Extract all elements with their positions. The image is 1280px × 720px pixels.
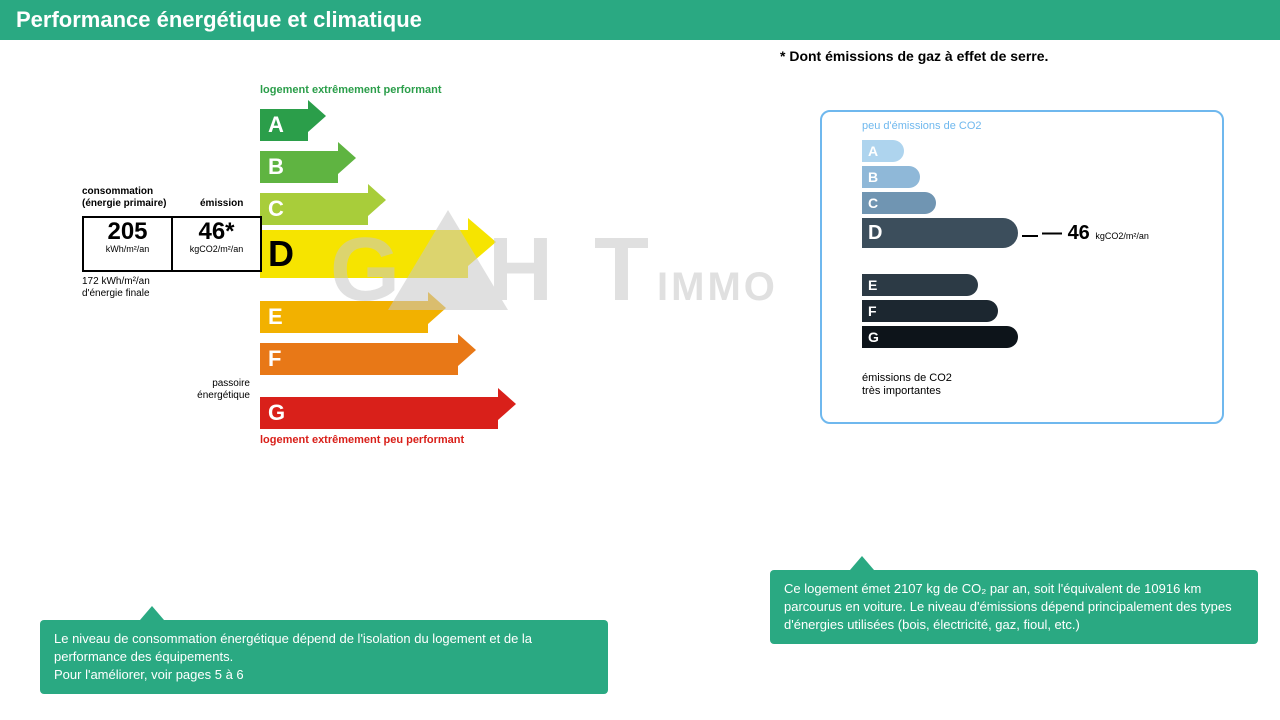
dpe-passoire-label: passoire énergétique bbox=[180, 378, 250, 402]
dpe-value-box: 205kWh/m²/an 46*kgCO2/m²/an bbox=[82, 216, 262, 272]
ges-indicator-line bbox=[1022, 235, 1038, 237]
dpe-row-c: C bbox=[260, 184, 386, 216]
emis-value: 46* bbox=[173, 220, 260, 244]
emis-label: émission bbox=[200, 198, 243, 209]
subtitle-ges: * Dont émissions de gaz à effet de serre… bbox=[780, 48, 1048, 64]
dpe-row-d-active: D bbox=[260, 218, 496, 250]
ges-row-e: E bbox=[862, 274, 978, 296]
energie-finale: 172 kWh/m²/an d'énergie finale bbox=[82, 276, 150, 300]
title-bar: Performance énergétique et climatique bbox=[0, 0, 1280, 40]
callout-arrow-icon bbox=[850, 556, 874, 570]
conso-value: 205 bbox=[84, 220, 171, 244]
dpe-row-b: B bbox=[260, 142, 356, 174]
dpe-row-a: A bbox=[260, 100, 326, 132]
callout-consumption: Le niveau de consommation énergétique dé… bbox=[40, 620, 608, 694]
ges-row-c: C bbox=[862, 192, 936, 214]
conso-label: consommation (énergie primaire) bbox=[82, 186, 166, 210]
ges-row-g: G bbox=[862, 326, 1018, 348]
dpe-top-label: logement extrêmement performant bbox=[260, 84, 442, 96]
ges-chart: peu d'émissions de CO2 A B C D E F G — 4… bbox=[820, 110, 1224, 424]
conso-unit: kWh/m²/an bbox=[84, 244, 171, 254]
ges-row-a: A bbox=[862, 140, 904, 162]
ges-value: — 46 kgCO2/m²/an bbox=[1042, 222, 1149, 245]
dpe-row-e: E bbox=[260, 292, 446, 324]
ges-row-f: F bbox=[862, 300, 998, 322]
ges-bottom-label: émissions de CO2 très importantes bbox=[862, 372, 952, 398]
emis-unit: kgCO2/m²/an bbox=[173, 244, 260, 254]
dpe-row-f: F bbox=[260, 334, 476, 366]
ges-row-d-active: D bbox=[862, 218, 1018, 248]
callout-arrow-icon bbox=[140, 606, 164, 620]
ges-top-label: peu d'émissions de CO2 bbox=[862, 120, 982, 132]
callout-emissions: Ce logement émet 2107 kg de CO₂ par an, … bbox=[770, 570, 1258, 644]
ges-row-b: B bbox=[862, 166, 920, 188]
dpe-bottom-label: logement extrêmement peu performant bbox=[260, 434, 464, 446]
dpe-row-g: G bbox=[260, 388, 516, 420]
